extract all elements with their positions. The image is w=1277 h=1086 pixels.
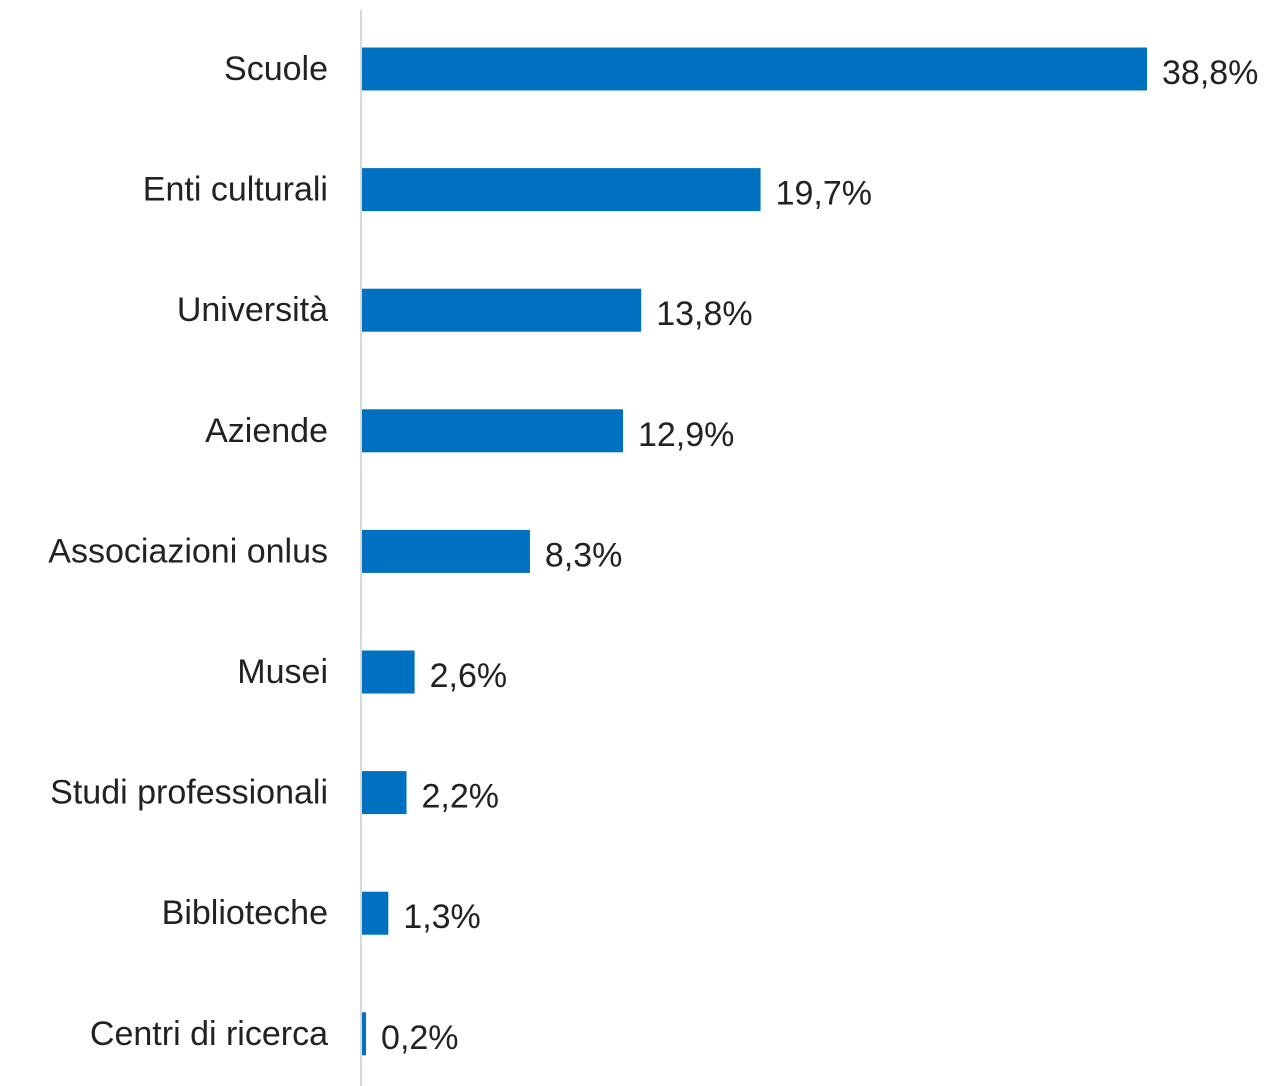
value-label: 8,3% bbox=[545, 536, 623, 574]
value-label: 2,6% bbox=[430, 657, 508, 695]
category-label: Centri di ricerca bbox=[90, 1015, 328, 1053]
value-label: 1,3% bbox=[403, 898, 481, 936]
bar bbox=[362, 771, 407, 815]
category-label: Università bbox=[177, 291, 328, 329]
category-label: Associazioni onlus bbox=[48, 532, 328, 570]
bar bbox=[362, 650, 415, 694]
value-label: 0,2% bbox=[381, 1019, 459, 1057]
value-label: 12,9% bbox=[638, 416, 734, 454]
value-label: 19,7% bbox=[776, 175, 872, 213]
category-label: Studi professionali bbox=[50, 774, 328, 812]
value-label: 38,8% bbox=[1162, 54, 1258, 92]
category-label: Scuole bbox=[224, 50, 328, 88]
bar bbox=[362, 891, 389, 935]
bar bbox=[362, 47, 1147, 91]
bar bbox=[362, 288, 642, 332]
category-label: Musei bbox=[237, 653, 328, 691]
bars-group: Scuole 38,8% Enti culturali 19,7% Università… bbox=[48, 47, 1258, 1057]
category-label: Aziende bbox=[205, 412, 328, 450]
category-label: Enti culturali bbox=[143, 171, 328, 209]
value-label: 13,8% bbox=[656, 295, 752, 333]
bar bbox=[362, 529, 530, 573]
bar bbox=[362, 168, 761, 212]
category-label: Biblioteche bbox=[162, 894, 328, 932]
value-label: 2,2% bbox=[422, 778, 500, 816]
bar bbox=[362, 1012, 367, 1056]
bar bbox=[362, 409, 623, 453]
